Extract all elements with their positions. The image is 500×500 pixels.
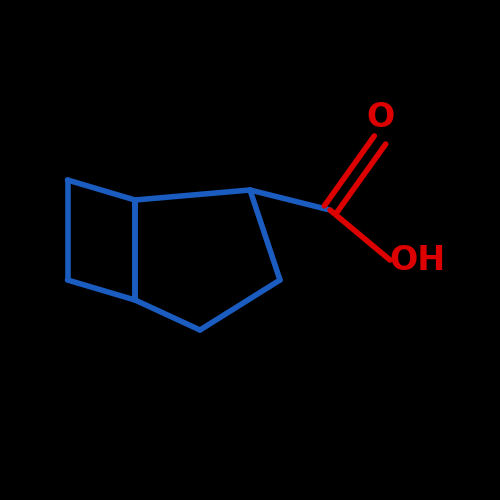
Text: OH: OH bbox=[390, 244, 446, 276]
Text: O: O bbox=[366, 101, 394, 134]
